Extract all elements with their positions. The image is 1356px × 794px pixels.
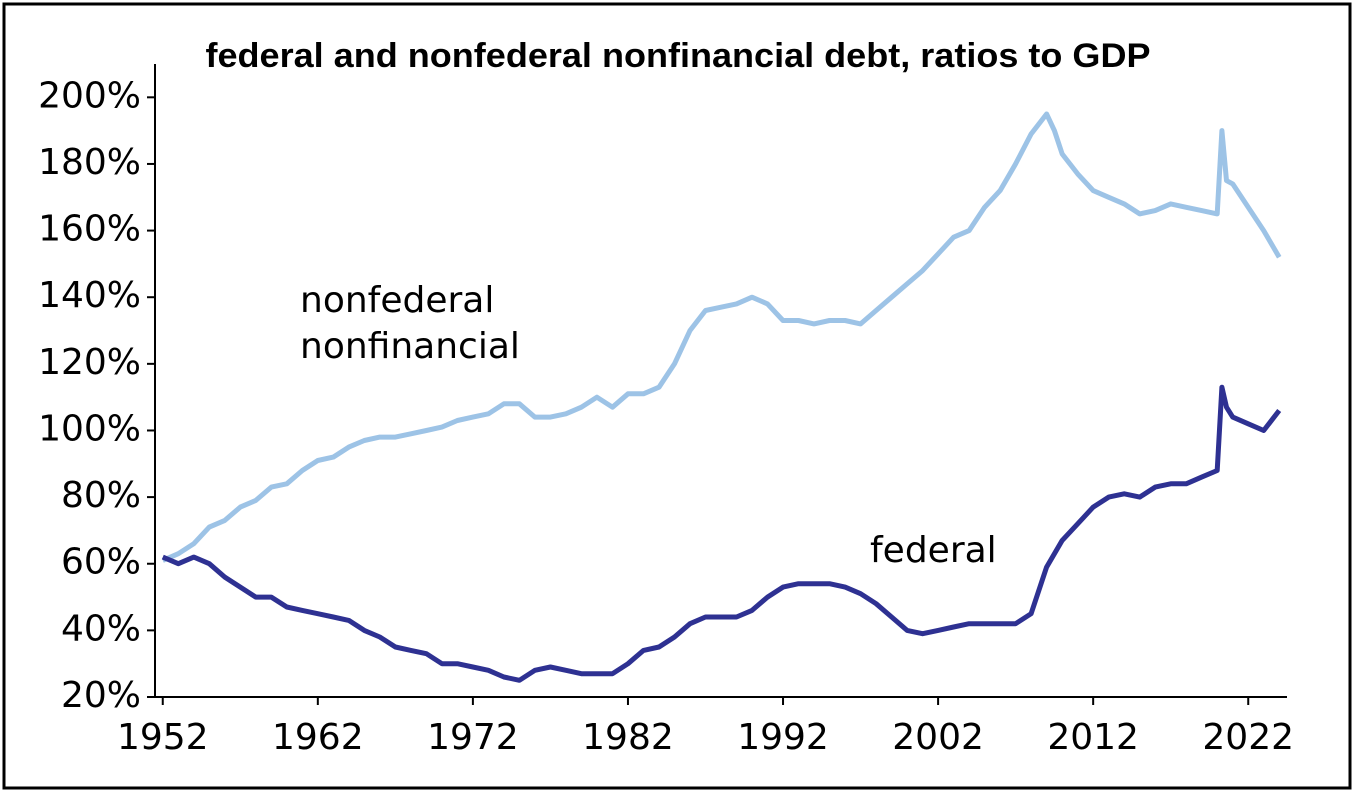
annotation: federal bbox=[870, 530, 997, 571]
y-tick-label: 80% bbox=[61, 475, 141, 516]
y-tick-label: 160% bbox=[38, 209, 141, 250]
x-tick-label: 2012 bbox=[1047, 717, 1139, 758]
y-tick-label: 200% bbox=[38, 75, 141, 116]
y-tick-label: 40% bbox=[61, 608, 141, 649]
y-tick-label: 20% bbox=[61, 675, 141, 716]
x-tick-label: 2002 bbox=[892, 717, 984, 758]
y-tick-label: 140% bbox=[38, 275, 141, 316]
y-tick-label: 120% bbox=[38, 342, 141, 383]
x-tick-label: 1982 bbox=[582, 717, 674, 758]
y-tick-label: 100% bbox=[38, 408, 141, 449]
y-tick-label: 180% bbox=[38, 142, 141, 183]
y-tick-label: 60% bbox=[61, 542, 141, 583]
x-tick-label: 1992 bbox=[737, 717, 829, 758]
x-tick-label: 1972 bbox=[427, 717, 519, 758]
series-line bbox=[161, 384, 1282, 683]
x-tick-label: 1962 bbox=[272, 717, 364, 758]
x-tick-label: 1952 bbox=[117, 717, 209, 758]
series-line bbox=[161, 111, 1282, 563]
annotation: nonfederal bbox=[300, 280, 494, 321]
annotation: nonfinancial bbox=[300, 326, 520, 367]
chart-title: federal and nonfederal nonfinancial debt… bbox=[206, 37, 1151, 75]
x-tick-label: 2022 bbox=[1202, 717, 1294, 758]
